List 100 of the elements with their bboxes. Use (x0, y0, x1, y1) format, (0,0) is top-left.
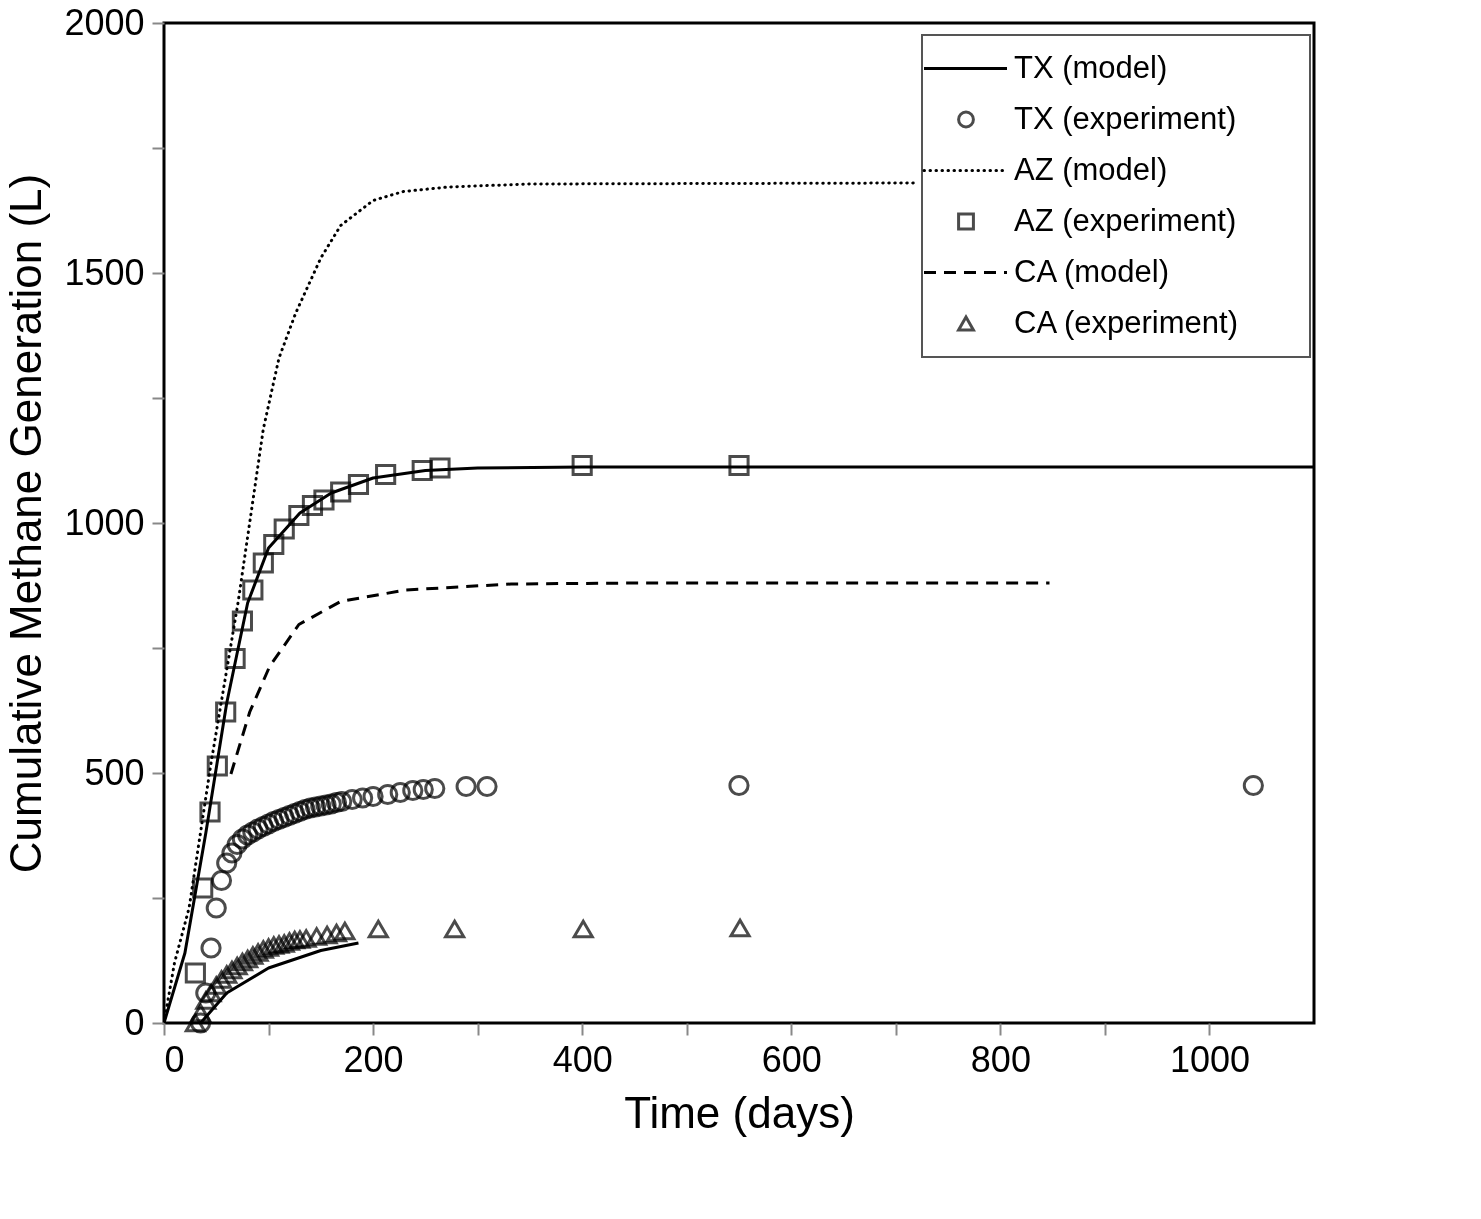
point (184, 1013, 206, 1033)
point (206, 755, 228, 777)
point (263, 936, 285, 955)
point (320, 793, 342, 815)
point (402, 779, 424, 802)
x-tick-label: 1000 (1169, 1038, 1250, 1080)
point (316, 925, 338, 945)
x-tick-label: 0 (164, 1038, 185, 1080)
point (278, 932, 301, 951)
point (226, 833, 248, 856)
y-tick-label: 0 (124, 1001, 145, 1043)
point (455, 775, 477, 798)
point (199, 801, 221, 823)
point (289, 800, 311, 823)
point (315, 794, 337, 816)
point (257, 938, 280, 957)
point (184, 962, 206, 984)
point (215, 701, 237, 723)
point (571, 454, 593, 477)
point (313, 489, 335, 511)
point (237, 824, 259, 846)
point (331, 790, 353, 813)
point (195, 982, 217, 1004)
point (299, 797, 321, 819)
x-axis-title: Time (days) (624, 1087, 855, 1137)
point (294, 798, 316, 821)
point (288, 504, 310, 527)
point (216, 852, 238, 874)
x-tick-label: 800 (970, 1038, 1031, 1080)
point (221, 842, 243, 864)
point (389, 781, 411, 804)
point (325, 791, 348, 814)
point (247, 943, 269, 962)
point (278, 804, 301, 827)
legend-label: AZ (experiment) (1014, 202, 1237, 238)
point (728, 454, 750, 477)
point (1242, 774, 1264, 797)
point (263, 533, 285, 556)
point (268, 808, 290, 831)
point (375, 463, 397, 486)
point (226, 956, 248, 976)
point (273, 934, 295, 953)
point (247, 818, 269, 840)
point (347, 473, 370, 496)
point (352, 787, 374, 809)
point (231, 952, 253, 972)
point (310, 795, 332, 817)
point (224, 647, 246, 670)
point (263, 810, 285, 833)
point (231, 828, 253, 850)
point (190, 1003, 212, 1023)
point (252, 552, 274, 574)
x-tick-label: 400 (552, 1038, 613, 1080)
point (284, 930, 306, 950)
point (205, 976, 227, 995)
point (325, 923, 348, 943)
point (242, 821, 264, 843)
point (273, 518, 295, 540)
point (284, 802, 306, 825)
point (190, 1012, 212, 1034)
point (301, 494, 324, 517)
x-tick-label: 200 (343, 1038, 404, 1080)
point (231, 610, 253, 632)
point (444, 919, 466, 939)
point (242, 946, 264, 965)
point (330, 481, 352, 503)
point (362, 785, 384, 808)
point (411, 459, 433, 482)
point (305, 796, 327, 818)
point (268, 935, 290, 954)
point (295, 929, 317, 948)
point (252, 940, 274, 959)
point (257, 813, 280, 835)
point (242, 579, 264, 601)
point (412, 778, 434, 801)
legend-label: TX (model) (1014, 49, 1168, 85)
point (252, 815, 274, 838)
legend-label: AZ (model) (1014, 151, 1168, 187)
point (221, 960, 243, 980)
point (289, 930, 311, 949)
point (306, 927, 328, 946)
y-tick-label: 1000 (64, 501, 145, 543)
point (195, 991, 217, 1010)
legend-label: CA (model) (1014, 253, 1170, 289)
point (237, 949, 259, 969)
point (210, 869, 233, 892)
point (572, 919, 594, 939)
point (367, 919, 389, 939)
point (210, 970, 233, 989)
point (273, 806, 295, 829)
point (424, 777, 446, 800)
point (216, 965, 238, 984)
point (334, 921, 356, 941)
point (205, 897, 227, 919)
point (341, 788, 363, 811)
y-axis-title: Cumulative Methane Generation (L) (1, 173, 51, 874)
y-tick-label: 1500 (64, 251, 145, 293)
point (377, 783, 399, 806)
legend-label: CA (experiment) (1014, 304, 1238, 340)
x-tick-label: 600 (761, 1038, 822, 1080)
